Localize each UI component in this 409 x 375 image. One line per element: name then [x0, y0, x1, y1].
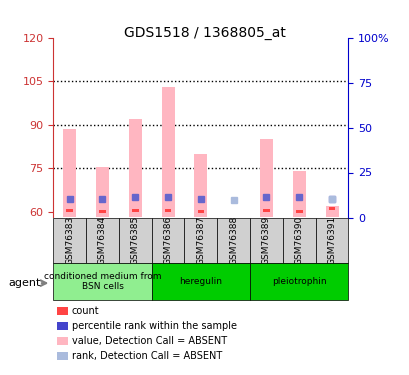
Text: GSM76386: GSM76386	[163, 215, 172, 265]
Text: GSM76391: GSM76391	[327, 215, 336, 265]
FancyBboxPatch shape	[315, 217, 348, 262]
FancyBboxPatch shape	[282, 217, 315, 262]
FancyBboxPatch shape	[86, 217, 119, 262]
Text: rank, Detection Call = ABSENT: rank, Detection Call = ABSENT	[72, 351, 221, 361]
Bar	[99, 210, 106, 213]
Text: count: count	[72, 306, 99, 316]
Text: conditioned medium from
BSN cells: conditioned medium from BSN cells	[44, 272, 161, 291]
Bar	[132, 209, 138, 212]
FancyBboxPatch shape	[184, 217, 217, 262]
Bar	[96, 167, 109, 218]
FancyBboxPatch shape	[151, 217, 184, 262]
FancyBboxPatch shape	[249, 262, 348, 300]
Text: GDS1518 / 1368805_at: GDS1518 / 1368805_at	[124, 26, 285, 40]
Bar	[57, 352, 67, 360]
FancyBboxPatch shape	[249, 217, 282, 262]
Text: GSM76385: GSM76385	[130, 215, 139, 265]
Text: GSM76388: GSM76388	[229, 215, 238, 265]
Text: percentile rank within the sample: percentile rank within the sample	[72, 321, 236, 331]
Bar	[161, 87, 174, 218]
Text: GSM76387: GSM76387	[196, 215, 205, 265]
FancyBboxPatch shape	[217, 217, 249, 262]
Bar	[128, 119, 142, 218]
Bar	[194, 154, 207, 218]
Bar	[263, 209, 269, 212]
Bar	[197, 210, 204, 213]
Text: heregulin: heregulin	[179, 277, 222, 286]
Bar	[259, 139, 272, 218]
Text: GSM76384: GSM76384	[98, 215, 107, 265]
Text: GSM76383: GSM76383	[65, 215, 74, 265]
Bar	[57, 307, 67, 315]
Bar	[295, 210, 302, 213]
Bar	[57, 337, 67, 345]
Bar	[57, 322, 67, 330]
Bar	[66, 209, 73, 212]
Bar	[292, 171, 305, 217]
Bar	[328, 207, 335, 210]
Bar	[63, 129, 76, 218]
FancyBboxPatch shape	[119, 217, 151, 262]
Text: GSM76390: GSM76390	[294, 215, 303, 265]
FancyBboxPatch shape	[53, 217, 86, 262]
Text: agent: agent	[8, 278, 40, 288]
FancyBboxPatch shape	[53, 262, 151, 300]
Text: pleiotrophin: pleiotrophin	[271, 277, 326, 286]
Bar	[325, 206, 338, 218]
Text: value, Detection Call = ABSENT: value, Detection Call = ABSENT	[72, 336, 226, 346]
FancyBboxPatch shape	[151, 262, 249, 300]
Bar	[164, 209, 171, 212]
Text: GSM76389: GSM76389	[261, 215, 270, 265]
